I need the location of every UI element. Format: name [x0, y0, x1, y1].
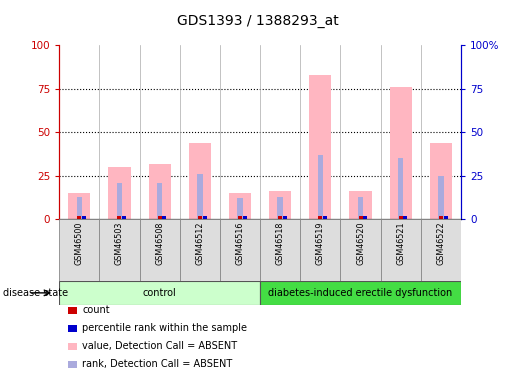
- Bar: [430, 142, 452, 219]
- Bar: [278, 197, 283, 219]
- Text: GSM46522: GSM46522: [436, 221, 445, 265]
- Bar: [381, 219, 421, 281]
- Text: rank, Detection Call = ABSENT: rank, Detection Call = ABSENT: [82, 359, 233, 369]
- Bar: [318, 155, 323, 219]
- Text: disease state: disease state: [3, 288, 67, 298]
- Text: GSM46516: GSM46516: [235, 221, 245, 265]
- Bar: [237, 198, 243, 219]
- Bar: [189, 142, 211, 219]
- Bar: [350, 192, 371, 219]
- Text: GSM46508: GSM46508: [155, 221, 164, 265]
- Bar: [438, 176, 443, 219]
- Text: control: control: [143, 288, 177, 298]
- Bar: [140, 219, 180, 281]
- Text: value, Detection Call = ABSENT: value, Detection Call = ABSENT: [82, 341, 237, 351]
- Bar: [77, 197, 82, 219]
- Bar: [117, 183, 122, 219]
- Bar: [68, 193, 90, 219]
- Text: GSM46503: GSM46503: [115, 221, 124, 265]
- Text: GSM46520: GSM46520: [356, 221, 365, 265]
- Text: count: count: [82, 305, 110, 315]
- Bar: [269, 192, 291, 219]
- Text: percentile rank within the sample: percentile rank within the sample: [82, 323, 247, 333]
- Bar: [68, 306, 77, 314]
- Bar: [149, 164, 170, 219]
- Bar: [59, 281, 260, 304]
- Bar: [310, 75, 331, 219]
- Bar: [180, 219, 220, 281]
- Text: GSM46519: GSM46519: [316, 221, 325, 265]
- Text: diabetes-induced erectile dysfunction: diabetes-induced erectile dysfunction: [268, 288, 453, 298]
- Bar: [68, 342, 77, 350]
- Bar: [340, 219, 381, 281]
- Bar: [421, 219, 461, 281]
- Bar: [398, 158, 403, 219]
- Text: GDS1393 / 1388293_at: GDS1393 / 1388293_at: [177, 13, 338, 28]
- Bar: [59, 219, 99, 281]
- Bar: [260, 219, 300, 281]
- Bar: [197, 174, 202, 219]
- Bar: [220, 219, 260, 281]
- Bar: [68, 324, 77, 332]
- Text: GSM46521: GSM46521: [396, 221, 405, 265]
- Bar: [260, 281, 461, 304]
- Bar: [229, 193, 251, 219]
- Bar: [157, 183, 162, 219]
- Text: GSM46500: GSM46500: [75, 221, 84, 265]
- Bar: [109, 167, 130, 219]
- Bar: [358, 197, 363, 219]
- Bar: [300, 219, 340, 281]
- Bar: [68, 360, 77, 368]
- Bar: [99, 219, 140, 281]
- Text: GSM46518: GSM46518: [276, 221, 285, 265]
- Text: GSM46512: GSM46512: [195, 221, 204, 265]
- Bar: [390, 87, 411, 219]
